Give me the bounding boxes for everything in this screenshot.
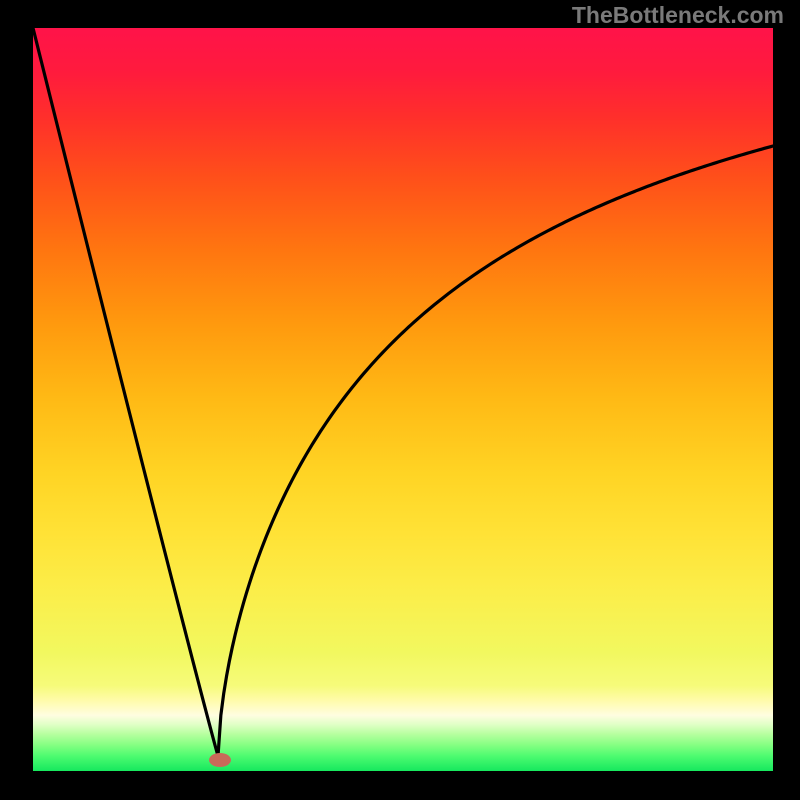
optimum-marker [209, 753, 231, 767]
attribution-watermark: TheBottleneck.com [572, 2, 784, 29]
plot-background [33, 28, 773, 771]
chart-frame: TheBottleneck.com [0, 0, 800, 800]
bottleneck-curve-chart [0, 0, 800, 800]
